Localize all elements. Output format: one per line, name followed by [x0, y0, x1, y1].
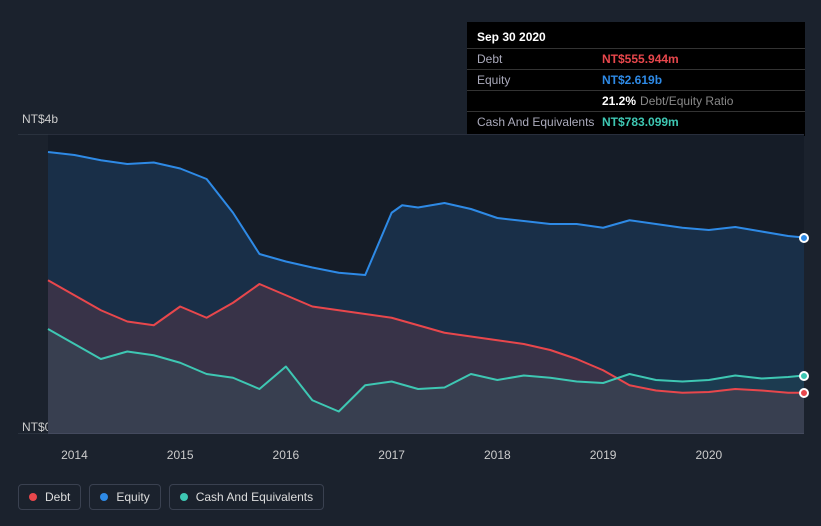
legend-label: Equity	[116, 490, 149, 504]
chart-svg	[18, 134, 804, 434]
x-axis-tick: 2017	[378, 448, 405, 462]
chart-container: Sep 30 2020 DebtNT$555.944mEquityNT$2.61…	[0, 0, 821, 526]
legend: Debt Equity Cash And Equivalents	[18, 484, 324, 510]
chart-area: NT$4b NT$0 2014201520162017201820192020	[18, 118, 804, 463]
tooltip-row-label	[477, 94, 602, 108]
tooltip-row-label: Debt	[477, 52, 602, 66]
legend-item[interactable]: Equity	[89, 484, 160, 510]
tooltip-row-value: NT$2.619b	[602, 73, 662, 87]
x-axis-tick: 2019	[590, 448, 617, 462]
legend-swatch	[100, 493, 108, 501]
legend-item[interactable]: Debt	[18, 484, 81, 510]
legend-swatch	[180, 493, 188, 501]
legend-item[interactable]: Cash And Equivalents	[169, 484, 324, 510]
tooltip-row-suffix: Debt/Equity Ratio	[640, 94, 733, 108]
x-axis-tick: 2018	[484, 448, 511, 462]
x-axis-tick: 2020	[695, 448, 722, 462]
tooltip-row: DebtNT$555.944m	[467, 48, 805, 69]
series-end-marker	[799, 233, 809, 243]
tooltip-row-value: 21.2%	[602, 94, 636, 108]
x-axis-tick: 2015	[167, 448, 194, 462]
y-axis-label-top: NT$4b	[22, 112, 58, 126]
series-end-marker	[799, 388, 809, 398]
tooltip-row: EquityNT$2.619b	[467, 69, 805, 90]
tooltip-row: 21.2% Debt/Equity Ratio	[467, 90, 805, 111]
tooltip-row-label: Equity	[477, 73, 602, 87]
series-end-marker	[799, 371, 809, 381]
tooltip-row-value: NT$555.944m	[602, 52, 679, 66]
legend-swatch	[29, 493, 37, 501]
legend-label: Cash And Equivalents	[196, 490, 313, 504]
legend-label: Debt	[45, 490, 70, 504]
tooltip-title: Sep 30 2020	[467, 26, 805, 48]
x-axis-tick: 2014	[61, 448, 88, 462]
x-axis-tick: 2016	[273, 448, 300, 462]
